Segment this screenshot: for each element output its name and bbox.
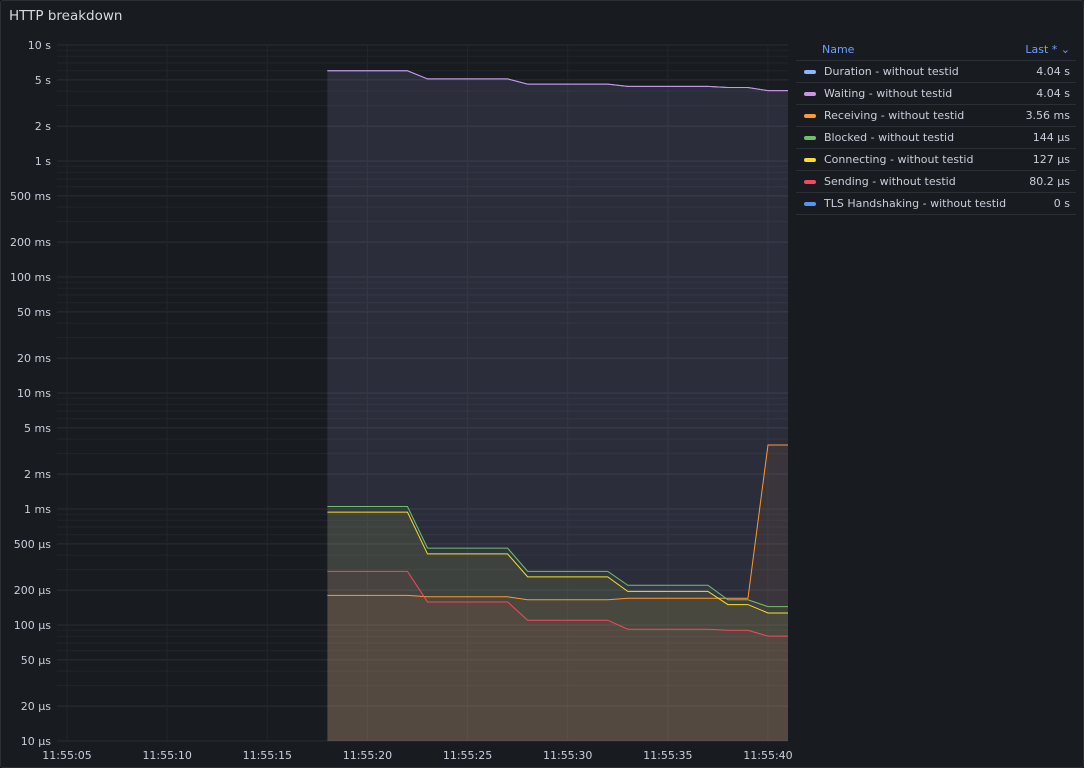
y-tick-label: 5 s: [35, 74, 51, 87]
y-tick-label: 5 ms: [24, 422, 51, 435]
legend-item-value: 3.56 ms: [1025, 109, 1070, 122]
y-tick-label: 10 µs: [21, 735, 51, 748]
series-area: [327, 70, 788, 742]
legend-color-swatch: [804, 69, 816, 74]
legend-item-left: Duration - without testid: [796, 65, 959, 78]
legend-item-name: TLS Handshaking - without testid: [824, 197, 1007, 210]
legend-item-left: Waiting - without testid: [796, 87, 952, 100]
y-tick-label: 20 µs: [21, 700, 51, 713]
y-tick-label: 1 s: [35, 155, 51, 168]
legend-item[interactable]: Blocked - without testid 144 µs: [796, 127, 1076, 149]
x-tick-label: 11:55:40: [743, 749, 792, 762]
y-tick-label: 2 ms: [24, 468, 51, 481]
series-line: [327, 570, 788, 637]
legend-item[interactable]: Waiting - without testid 4.04 s: [796, 83, 1076, 105]
legend-item-name: Connecting - without testid: [824, 153, 974, 166]
legend-item[interactable]: Receiving - without testid 3.56 ms: [796, 105, 1076, 127]
x-tick-label: 11:55:25: [443, 749, 492, 762]
y-tick-label: 100 µs: [14, 619, 51, 632]
y-tick-label: 10 ms: [17, 387, 51, 400]
legend-item[interactable]: TLS Handshaking - without testid 0 s: [796, 193, 1076, 215]
legend-item-name: Waiting - without testid: [824, 87, 953, 100]
series-area: [327, 512, 788, 741]
x-tick-label: 11:55:30: [543, 749, 592, 762]
series-line: [327, 70, 788, 92]
x-tick-label: 11:55:15: [243, 749, 292, 762]
y-tick-label: 2 s: [35, 120, 51, 133]
legend-item-value: 4.04 s: [1036, 87, 1070, 100]
legend-item-value: 127 µs: [1032, 153, 1070, 166]
legend-item-name: Duration - without testid: [824, 65, 959, 78]
y-tick-label: 50 µs: [21, 654, 51, 667]
x-tick-label: 11:55:05: [42, 749, 91, 762]
legend-item-left: Connecting - without testid: [796, 153, 973, 166]
y-tick-label: 100 ms: [10, 271, 51, 284]
legend-color-swatch: [804, 201, 816, 206]
series-line: [327, 506, 788, 608]
legend-item-name: Blocked - without testid: [824, 131, 955, 144]
y-tick-label: 200 µs: [14, 584, 51, 597]
y-tick-label: 10 s: [28, 39, 51, 52]
legend-item-value: 80.2 µs: [1029, 175, 1070, 188]
legend-color-swatch: [804, 113, 816, 118]
series-area: [327, 70, 788, 742]
x-tick-label: 11:55:35: [643, 749, 692, 762]
legend-item-value: 144 µs: [1032, 131, 1070, 144]
y-tick-label: 20 ms: [17, 352, 51, 365]
legend-item-value: 4.04 s: [1036, 65, 1070, 78]
legend-color-swatch: [804, 179, 816, 184]
y-tick-label: 500 ms: [10, 190, 51, 203]
legend-color-swatch: [804, 157, 816, 162]
legend-item[interactable]: Sending - without testid 80.2 µs: [796, 171, 1076, 193]
legend-item-left: Blocked - without testid: [796, 131, 954, 144]
legend-color-swatch: [804, 91, 816, 96]
legend-last-sort-header[interactable]: Last * ⌄: [1025, 42, 1070, 56]
legend-header: Name Last * ⌄: [796, 38, 1076, 61]
series-area: [327, 571, 788, 741]
legend-item-value: 0 s: [1053, 197, 1070, 210]
legend-name-header[interactable]: Name: [822, 42, 855, 56]
legend-item-name: Receiving - without testid: [824, 109, 965, 122]
y-tick-label: 200 ms: [10, 236, 51, 249]
legend-item[interactable]: Connecting - without testid 127 µs: [796, 149, 1076, 171]
series-line: [327, 511, 788, 614]
legend-item-left: TLS Handshaking - without testid: [796, 197, 1006, 210]
legend-item-left: Sending - without testid: [796, 175, 956, 188]
y-tick-label: 500 µs: [14, 538, 51, 551]
y-tick-label: 50 ms: [17, 306, 51, 319]
panel-title[interactable]: HTTP breakdown: [9, 8, 123, 24]
legend-item-name: Sending - without testid: [824, 175, 956, 188]
legend-item[interactable]: Duration - without testid 4.04 s: [796, 61, 1076, 83]
series-area: [327, 506, 788, 741]
legend-table: Name Last * ⌄ Duration - without testid 4…: [796, 38, 1076, 215]
legend-color-swatch: [804, 135, 816, 140]
x-tick-label: 11:55:20: [343, 749, 392, 762]
y-tick-label: 1 ms: [24, 503, 51, 516]
legend-item-left: Receiving - without testid: [796, 109, 964, 122]
x-tick-label: 11:55:10: [142, 749, 191, 762]
series-area: [327, 445, 788, 741]
